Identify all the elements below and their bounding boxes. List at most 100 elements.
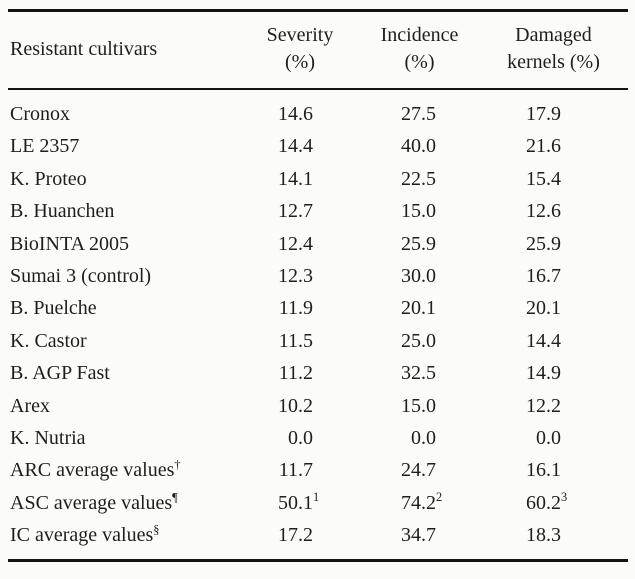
severity-cell: 12.3 [240,260,360,292]
severity-header-line2: (%) [285,51,315,73]
incidence-cell: 34.7 [360,519,479,561]
incidence-cell: 25.9 [360,228,479,260]
severity-cell-text: 11.9 [278,297,313,320]
damaged-cell: 14.9 [479,357,628,389]
table-row: LE 2357 14.4 40.0 21.6 [8,130,628,162]
damaged-cell: 21.6 [479,130,628,162]
cultivar-cell: ARC average values† [8,454,240,486]
damaged-cell-text: 18.3 [526,524,561,547]
damaged-cell-text: 12.6 [526,200,561,223]
table-row: Cronox 14.6 27.5 17.9 [8,89,628,130]
damaged-cell: 12.2 [479,390,628,422]
incidence-cell-text: 27.5 [401,103,436,125]
cultivar-cell: B. Puelche [8,292,240,324]
incidence-cell-text: 30.0 [401,264,436,287]
incidence-cell: 40.0 [360,130,479,162]
table-row: ARC average values† 11.7 24.7 16.1 [8,454,628,486]
cultivar-cell-text: Arex [10,394,50,417]
cultivar-cell-text: IC average values [10,524,154,547]
damaged-cell-text: 14.9 [526,362,561,385]
incidence-cell: 32.5 [360,357,479,389]
cultivar-cell: IC average values§ [8,519,240,561]
table-row: Arex 10.2 15.0 12.2 [8,390,628,422]
incidence-cell-text: 32.5 [401,362,436,385]
cultivar-cell: ASC average values¶ [8,487,240,519]
damaged-cell: 0.0 [479,422,628,454]
severity-cell-text: 11.5 [278,329,313,352]
severity-cell-text: 17.2 [278,524,313,547]
damaged-cell-text: 16.7 [526,264,561,287]
damaged-cell: 12.6 [479,195,628,227]
cultivar-cell-text: ARC average values [10,459,175,482]
incidence-cell: 15.0 [360,390,479,422]
cultivar-cell-superscript: † [174,457,181,472]
damaged-cell: 20.1 [479,292,628,324]
severity-cell-text: 10.2 [278,394,313,417]
damaged-cell-text: 0.0 [536,426,561,449]
damaged-cell: 15.4 [479,163,628,195]
severity-header-line1: Severity [266,24,334,46]
damaged-header-line2: kernels (%) [507,51,600,73]
cultivar-cell-text: K. Castor [10,329,87,352]
table-row: K. Nutria 0.0 0.0 0.0 [8,422,628,454]
incidence-cell-text: 40.0 [401,135,436,158]
table-row: B. Puelche 11.9 20.1 20.1 [8,292,628,324]
cultivar-cell: K. Castor [8,325,240,357]
severity-cell: 14.4 [240,130,360,162]
table-row: B. Huanchen 12.7 15.0 12.6 [8,195,628,227]
cultivar-cell-superscript: § [153,522,160,537]
severity-cell-text: 11.2 [278,362,313,385]
damaged-cell-text: 60.2 [526,491,561,514]
incidence-cell: 22.5 [360,163,479,195]
table-row: Sumai 3 (control) 12.3 30.0 16.7 [8,260,628,292]
severity-cell-text: 12.7 [278,200,313,223]
incidence-cell: 20.1 [360,292,479,324]
incidence-cell: 0.0 [360,422,479,454]
table-row: B. AGP Fast 11.2 32.5 14.9 [8,357,628,389]
table-header: Resistant cultivars Severity (%) Inciden… [8,11,628,90]
incidence-cell: 15.0 [360,195,479,227]
incidence-cell-text: 25.0 [401,329,436,352]
cultivar-cell-text: LE 2357 [10,135,80,158]
table-row: K. Proteo 14.1 22.5 15.4 [8,163,628,195]
severity-column-header: Severity (%) [240,11,360,90]
incidence-column-header: Incidence (%) [360,11,479,90]
cultivar-cell-text: B. Puelche [10,297,97,320]
cultivar-cell-text: BioINTA 2005 [10,232,129,255]
damaged-cell-text: 14.4 [526,329,561,352]
damaged-cell: 18.3 [479,519,628,561]
severity-cell: 17.2 [240,519,360,561]
cultivar-cell-text: ASC average values [10,491,173,514]
severity-cell-text: 0.0 [288,426,313,449]
table-row: ASC average values¶ 50.11 74.22 60.23 [8,487,628,519]
damaged-cell-text: 21.6 [526,135,561,158]
severity-cell: 11.7 [240,454,360,486]
severity-cell: 11.2 [240,357,360,389]
cultivar-cell-text: B. Huanchen [10,200,115,223]
table-row: K. Castor 11.5 25.0 14.4 [8,325,628,357]
severity-cell: 12.4 [240,228,360,260]
damaged-cell-text: 12.2 [526,394,561,417]
incidence-cell-text: 0.0 [411,426,436,449]
table-row: BioINTA 2005 12.4 25.9 25.9 [8,228,628,260]
damaged-cell-text: 25.9 [526,232,561,255]
incidence-cell: 25.0 [360,325,479,357]
incidence-cell-text: 25.9 [401,232,436,255]
severity-cell-text: 12.3 [278,264,313,287]
severity-cell-text: 14.4 [278,135,313,158]
severity-cell: 0.0 [240,422,360,454]
incidence-cell: 27.5 [360,89,479,130]
severity-cell-text: 14.1 [278,167,313,190]
cultivar-cell: Arex [8,390,240,422]
damaged-cell: 25.9 [479,228,628,260]
cultivars-column-header: Resistant cultivars [10,37,158,60]
incidence-cell: 30.0 [360,260,479,292]
severity-cell-text: 11.7 [278,459,313,482]
cultivar-cell-superscript: ¶ [172,490,178,505]
cultivar-cell: LE 2357 [8,130,240,162]
damaged-kernels-column-header: Damaged kernels (%) [479,11,628,90]
table-header-row: Resistant cultivars Severity (%) Inciden… [8,11,628,90]
incidence-cell-text: 15.0 [401,394,436,417]
incidence-cell-text: 15.0 [401,200,436,223]
